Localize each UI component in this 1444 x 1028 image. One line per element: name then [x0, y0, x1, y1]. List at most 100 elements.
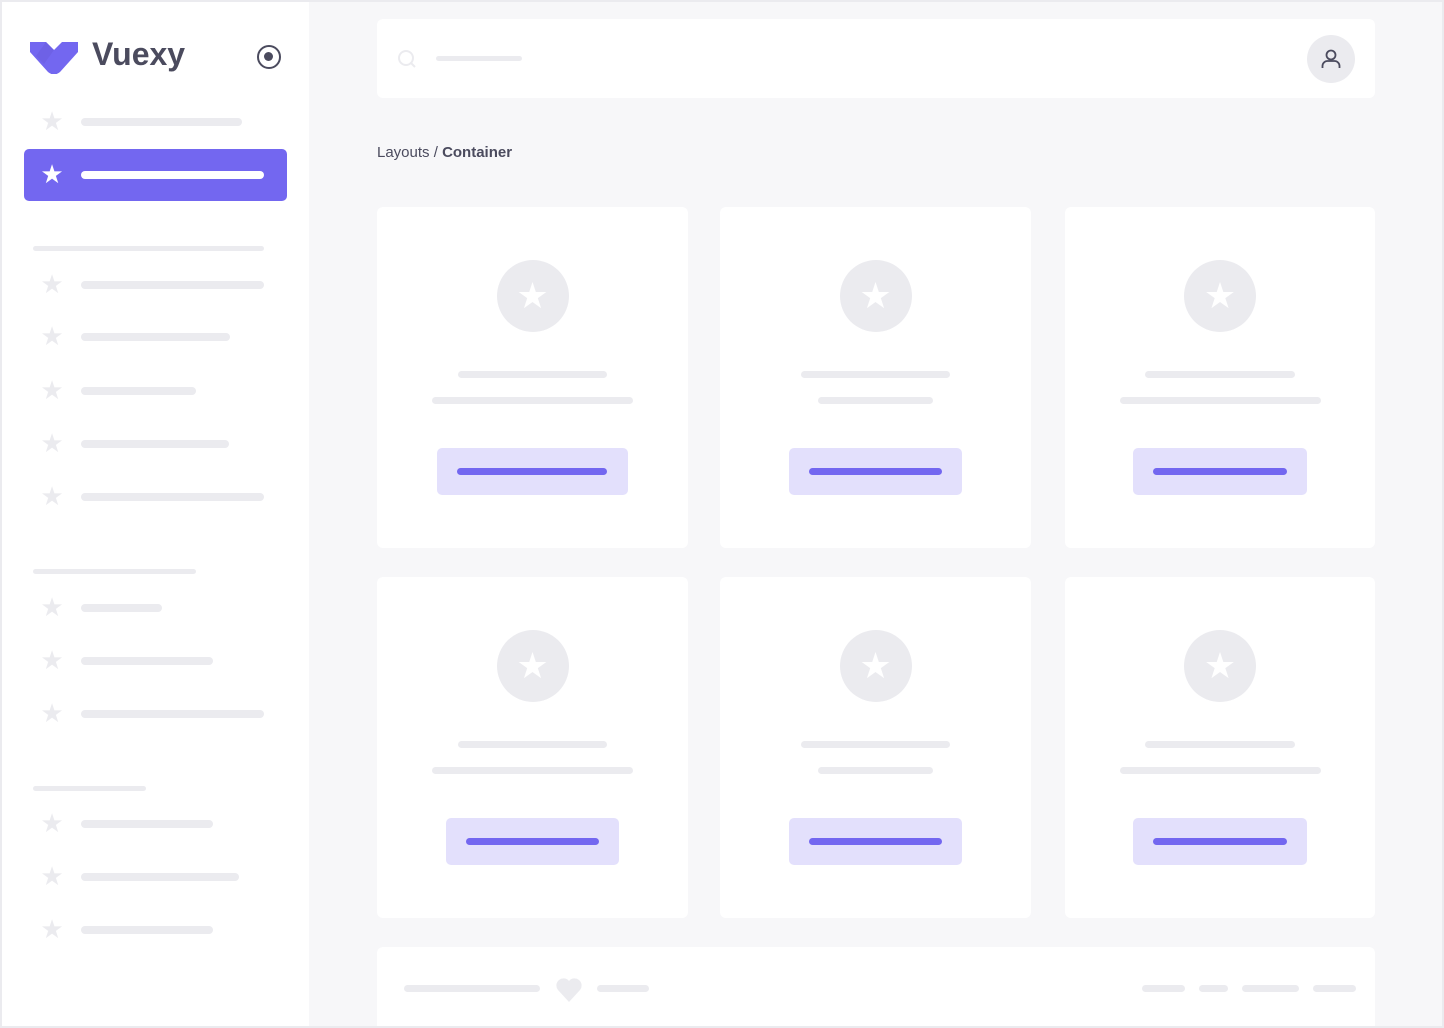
sidebar-item[interactable]: ★: [24, 798, 287, 850]
footer-link[interactable]: [1242, 985, 1299, 992]
sidebar-item-label: [81, 657, 213, 665]
sidebar-item-label: [81, 820, 213, 828]
sidebar-section-divider: [33, 569, 196, 574]
topbar: [377, 19, 1375, 98]
card-title-placeholder: [801, 371, 950, 378]
star-icon: ★: [40, 428, 64, 458]
sidebar-item[interactable]: ★: [24, 96, 287, 148]
sidebar-item-label: [81, 333, 230, 341]
sidebar-item[interactable]: ★: [24, 635, 287, 687]
sidebar-item[interactable]: ★: [24, 418, 287, 470]
breadcrumb: Layouts / Container: [377, 144, 512, 161]
card-text-placeholder: [432, 397, 633, 404]
breadcrumb-separator: /: [433, 144, 438, 161]
search-icon: [398, 50, 416, 68]
card-title-placeholder: [1145, 741, 1295, 748]
radio-circle-icon: [264, 52, 273, 61]
button-label-placeholder: [1153, 838, 1287, 845]
sidebar-item-label: [81, 873, 239, 881]
sidebar-toggle-button[interactable]: [257, 45, 281, 69]
star-icon: ★: [496, 260, 569, 332]
card-title-placeholder: [801, 741, 950, 748]
content-card: ★: [377, 577, 688, 918]
sidebar-item[interactable]: ★: [24, 149, 287, 201]
footer-link[interactable]: [1313, 985, 1356, 992]
content-card: ★: [720, 207, 1031, 548]
sidebar-item-label: [81, 387, 196, 395]
star-icon: ★: [839, 260, 912, 332]
heart-icon: [556, 978, 582, 1002]
star-icon: ★: [40, 914, 64, 944]
card-action-button[interactable]: [789, 818, 962, 865]
breadcrumb-current: Container: [442, 144, 513, 161]
footer-link[interactable]: [1199, 985, 1228, 992]
sidebar-item[interactable]: ★: [24, 311, 287, 363]
footer-text-placeholder: [597, 985, 649, 992]
card-action-button[interactable]: [1133, 818, 1307, 865]
card-action-button[interactable]: [789, 448, 962, 495]
brand-logo[interactable]: [30, 42, 78, 75]
sidebar-item-label: [81, 926, 213, 934]
card-text-placeholder: [1120, 767, 1321, 774]
star-icon: ★: [496, 630, 569, 702]
sidebar-item[interactable]: ★: [24, 688, 287, 740]
search-input[interactable]: [397, 49, 527, 69]
sidebar: Vuexy ★ ★ ★ ★ ★ ★ ★ ★ ★ ★ ★ ★ ★: [2, 2, 309, 1026]
sidebar-item[interactable]: ★: [24, 365, 287, 417]
sidebar-item-label: [81, 171, 264, 179]
card-action-button[interactable]: [1133, 448, 1307, 495]
content-card: ★: [377, 207, 688, 548]
user-icon: [1321, 49, 1341, 68]
star-icon: ★: [40, 645, 64, 675]
content-card: ★: [720, 577, 1031, 918]
sidebar-item[interactable]: ★: [24, 582, 287, 634]
star-icon: ★: [40, 592, 64, 622]
card-text-placeholder: [818, 767, 933, 774]
star-icon: ★: [1184, 260, 1256, 332]
card-text-placeholder: [818, 397, 933, 404]
footer: [377, 947, 1375, 1026]
footer-link[interactable]: [1142, 985, 1185, 992]
breadcrumb-parent[interactable]: Layouts: [377, 144, 430, 161]
button-label-placeholder: [466, 838, 599, 845]
button-label-placeholder: [1153, 468, 1287, 475]
sidebar-item[interactable]: ★: [24, 904, 287, 956]
star-icon: ★: [40, 698, 64, 728]
star-icon: ★: [40, 481, 64, 511]
card-action-button[interactable]: [437, 448, 628, 495]
footer-text-placeholder: [404, 985, 540, 992]
content-card: ★: [1065, 577, 1375, 918]
card-text-placeholder: [1120, 397, 1321, 404]
card-text-placeholder: [432, 767, 633, 774]
sidebar-item-label: [81, 440, 229, 448]
content-card: ★: [1065, 207, 1375, 548]
sidebar-section-divider: [33, 786, 146, 791]
star-icon: ★: [839, 630, 912, 702]
star-icon: ★: [40, 106, 64, 136]
button-label-placeholder: [457, 468, 607, 475]
user-avatar-button[interactable]: [1307, 35, 1355, 83]
star-icon: ★: [40, 159, 64, 189]
sidebar-item-label: [81, 493, 264, 501]
sidebar-section-divider: [33, 246, 264, 251]
sidebar-item[interactable]: ★: [24, 471, 287, 523]
card-title-placeholder: [458, 371, 607, 378]
star-icon: ★: [40, 808, 64, 838]
card-action-button[interactable]: [446, 818, 619, 865]
sidebar-item-label: [81, 118, 242, 126]
star-icon: ★: [40, 861, 64, 891]
star-icon: ★: [40, 375, 64, 405]
sidebar-item[interactable]: ★: [24, 259, 287, 311]
button-label-placeholder: [809, 468, 942, 475]
card-title-placeholder: [458, 741, 607, 748]
star-icon: ★: [40, 269, 64, 299]
sidebar-item[interactable]: ★: [24, 851, 287, 903]
sidebar-item-label: [81, 604, 162, 612]
brand-name: Vuexy: [92, 36, 186, 72]
sidebar-item-label: [81, 281, 264, 289]
star-icon: ★: [40, 321, 64, 351]
sidebar-item-label: [81, 710, 264, 718]
card-title-placeholder: [1145, 371, 1295, 378]
vuexy-logo-icon: [30, 42, 78, 75]
